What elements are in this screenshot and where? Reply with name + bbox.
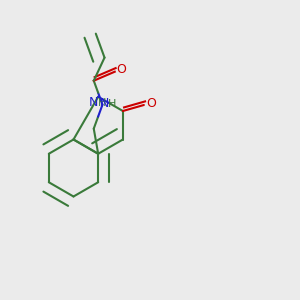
Text: N: N — [89, 96, 98, 109]
Text: H: H — [108, 99, 117, 109]
Text: N: N — [99, 97, 109, 110]
Text: O: O — [116, 63, 126, 76]
Text: H: H — [98, 98, 106, 108]
Text: O: O — [146, 97, 156, 110]
